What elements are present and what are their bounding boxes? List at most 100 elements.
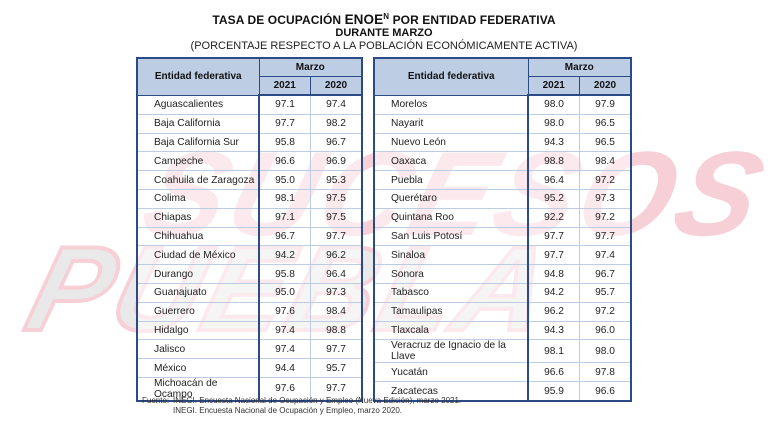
table-row: México 94.4 95.7 — [136, 358, 363, 378]
value-2020-cell: 97.7 — [310, 226, 363, 247]
footer-source-2: INEGI. Encuesta Nacional de Ocupación y … — [173, 406, 403, 415]
value-2021-cell: 94.8 — [527, 264, 580, 284]
footer-source-1: INEGI. Encuesta Nacional de Ocupación y … — [173, 396, 462, 405]
header-year-2021: 2021 — [258, 76, 311, 96]
value-2021-cell: 97.6 — [258, 376, 311, 402]
table-row: Coahuila de Zaragoza 95.0 95.3 — [136, 170, 363, 190]
header-entity: Entidad federativa — [136, 57, 260, 96]
header-period: Marzo — [258, 57, 363, 77]
value-2021-cell: 96.6 — [527, 362, 580, 383]
entity-cell: Quintana Roo — [373, 207, 529, 228]
table-row: Guerrero 97.6 98.4 — [136, 301, 363, 322]
value-2020-cell: 96.9 — [310, 151, 363, 172]
source-footer: Fuente: INEGI. Encuesta Nacional de Ocupa… — [142, 396, 461, 416]
value-2021-cell: 94.2 — [527, 282, 580, 303]
entity-cell: Jalisco — [136, 339, 260, 360]
value-2021-cell: 97.6 — [258, 301, 311, 322]
value-2021-cell: 98.0 — [527, 94, 580, 115]
value-2020-cell: 98.0 — [579, 339, 632, 364]
entity-cell: Michoacán de Ocampo — [136, 376, 260, 402]
table-row: Querétaro 95.2 97.3 — [373, 188, 632, 209]
table-row: Morelos 98.0 97.9 — [373, 94, 632, 115]
table-row: Colima 98.1 97.5 — [136, 188, 363, 209]
value-2021-cell: 96.4 — [527, 170, 580, 190]
table-row: Hidalgo 97.4 98.8 — [136, 320, 363, 341]
value-2020-cell: 97.3 — [310, 282, 363, 303]
value-2021-cell: 97.7 — [527, 245, 580, 266]
value-2021-cell: 97.4 — [258, 320, 311, 341]
value-2021-cell: 97.1 — [258, 94, 311, 115]
value-2020-cell: 97.4 — [579, 245, 632, 266]
table-row: Nayarit 98.0 96.5 — [373, 113, 632, 134]
entity-cell: Guanajuato — [136, 282, 260, 303]
table-row: Sinaloa 97.7 97.4 — [373, 245, 632, 266]
entity-cell: Hidalgo — [136, 320, 260, 341]
table-row: San Luis Potosí 97.7 97.7 — [373, 226, 632, 247]
entity-cell: Chiapas — [136, 207, 260, 228]
entity-cell: Veracruz de Ignacio de la Llave — [373, 339, 529, 364]
value-2021-cell: 94.2 — [258, 245, 311, 266]
entity-cell: Querétaro — [373, 188, 529, 209]
value-2020-cell: 98.8 — [310, 320, 363, 341]
value-2020-cell: 96.7 — [579, 264, 632, 284]
entity-cell: Nuevo León — [373, 132, 529, 153]
table-row: Michoacán de Ocampo 97.6 97.7 — [136, 376, 363, 402]
entity-table-left: Entidad federativa Marzo 2021 2020 Aguas… — [136, 57, 363, 402]
value-2021-cell: 96.2 — [527, 301, 580, 322]
value-2020-cell: 97.9 — [579, 94, 632, 115]
value-2021-cell: 94.3 — [527, 132, 580, 153]
table-row: Chihuahua 96.7 97.7 — [136, 226, 363, 247]
entity-cell: Coahuila de Zaragoza — [136, 170, 260, 190]
value-2020-cell: 97.2 — [579, 170, 632, 190]
value-2020-cell: 97.8 — [579, 362, 632, 383]
entity-cell: Morelos — [373, 94, 529, 115]
entity-cell: Puebla — [373, 170, 529, 190]
table-row: Guanajuato 95.0 97.3 — [136, 282, 363, 303]
value-2020-cell: 98.2 — [310, 113, 363, 134]
value-2020-cell: 95.3 — [310, 170, 363, 190]
value-2020-cell: 97.7 — [310, 376, 363, 402]
table-row: Campeche 96.6 96.9 — [136, 151, 363, 172]
entity-cell: Oaxaca — [373, 151, 529, 172]
value-2021-cell: 98.8 — [527, 151, 580, 172]
header-year-2021: 2021 — [527, 76, 580, 96]
table-row: Oaxaca 98.8 98.4 — [373, 151, 632, 172]
header-year-2020: 2020 — [310, 76, 363, 96]
report-subtitle: DURANTE MARZO — [335, 27, 433, 39]
value-2020-cell: 97.5 — [310, 188, 363, 209]
header-period: Marzo — [527, 57, 632, 77]
table-row: Tamaulipas 96.2 97.2 — [373, 301, 632, 322]
value-2021-cell: 98.1 — [258, 188, 311, 209]
entity-cell: Colima — [136, 188, 260, 209]
entity-cell: Baja California Sur — [136, 132, 260, 153]
table-row: Baja California 97.7 98.2 — [136, 113, 363, 134]
value-2021-cell: 92.2 — [527, 207, 580, 228]
table-row: Tabasco 94.2 95.7 — [373, 282, 632, 303]
value-2021-cell: 97.7 — [527, 226, 580, 247]
value-2021-cell: 97.7 — [258, 113, 311, 134]
entity-cell: Guerrero — [136, 301, 260, 322]
entity-cell: Tamaulipas — [373, 301, 529, 322]
entity-cell: Nayarit — [373, 113, 529, 134]
entity-cell: México — [136, 358, 260, 378]
value-2021-cell: 95.8 — [258, 132, 311, 153]
entity-cell: Sinaloa — [373, 245, 529, 266]
value-2021-cell: 95.8 — [258, 264, 311, 284]
table-row: Sonora 94.8 96.7 — [373, 264, 632, 284]
entity-cell: Chihuahua — [136, 226, 260, 247]
entity-cell: Tlaxcala — [373, 320, 529, 341]
title-block: TASA DE OCUPACIÓN ENOEN POR ENTIDAD FEDE… — [0, 10, 768, 53]
table-row: Tlaxcala 94.3 96.0 — [373, 320, 632, 341]
entity-cell: Zacatecas — [373, 381, 529, 402]
report-units: (PORCENTAJE RESPECTO A LA POBLACIÓN ECON… — [190, 40, 578, 52]
value-2021-cell: 98.1 — [527, 339, 580, 364]
value-2021-cell: 96.6 — [258, 151, 311, 172]
value-2020-cell: 98.4 — [310, 301, 363, 322]
value-2021-cell: 95.2 — [527, 188, 580, 209]
entity-cell: San Luis Potosí — [373, 226, 529, 247]
entity-cell: Campeche — [136, 151, 260, 172]
table-row: Veracruz de Ignacio de la Llave 98.1 98.0 — [373, 339, 632, 364]
value-2020-cell: 98.4 — [579, 151, 632, 172]
value-2020-cell: 97.4 — [310, 94, 363, 115]
table-row: Quintana Roo 92.2 97.2 — [373, 207, 632, 228]
